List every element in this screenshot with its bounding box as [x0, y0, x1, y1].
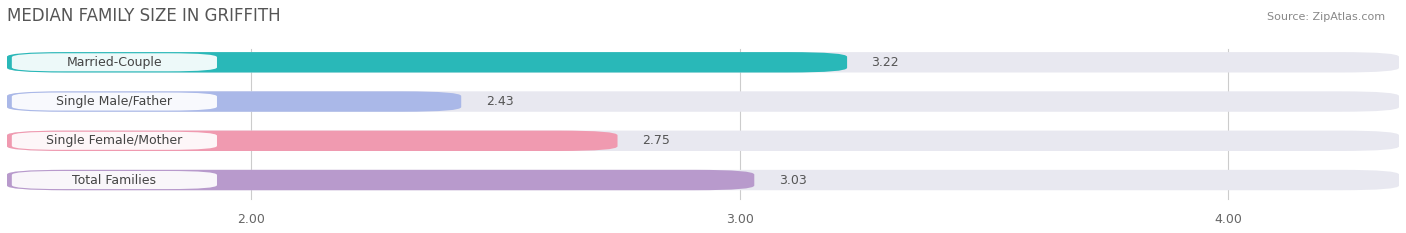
FancyBboxPatch shape — [11, 53, 217, 71]
Text: 2.43: 2.43 — [485, 95, 513, 108]
FancyBboxPatch shape — [11, 132, 217, 150]
FancyBboxPatch shape — [7, 91, 461, 112]
Text: 3.22: 3.22 — [872, 56, 900, 69]
FancyBboxPatch shape — [11, 171, 217, 189]
FancyBboxPatch shape — [7, 52, 1399, 72]
Text: 2.75: 2.75 — [643, 134, 669, 147]
Text: Married-Couple: Married-Couple — [66, 56, 162, 69]
Text: Single Female/Mother: Single Female/Mother — [46, 134, 183, 147]
Text: Source: ZipAtlas.com: Source: ZipAtlas.com — [1267, 12, 1385, 22]
Text: MEDIAN FAMILY SIZE IN GRIFFITH: MEDIAN FAMILY SIZE IN GRIFFITH — [7, 7, 281, 25]
Text: Single Male/Father: Single Male/Father — [56, 95, 173, 108]
FancyBboxPatch shape — [11, 93, 217, 111]
FancyBboxPatch shape — [7, 130, 1399, 151]
FancyBboxPatch shape — [7, 91, 1399, 112]
FancyBboxPatch shape — [7, 170, 1399, 190]
FancyBboxPatch shape — [7, 170, 754, 190]
Text: Total Families: Total Families — [72, 174, 156, 187]
Text: 3.03: 3.03 — [779, 174, 807, 187]
FancyBboxPatch shape — [7, 52, 846, 72]
FancyBboxPatch shape — [7, 130, 617, 151]
